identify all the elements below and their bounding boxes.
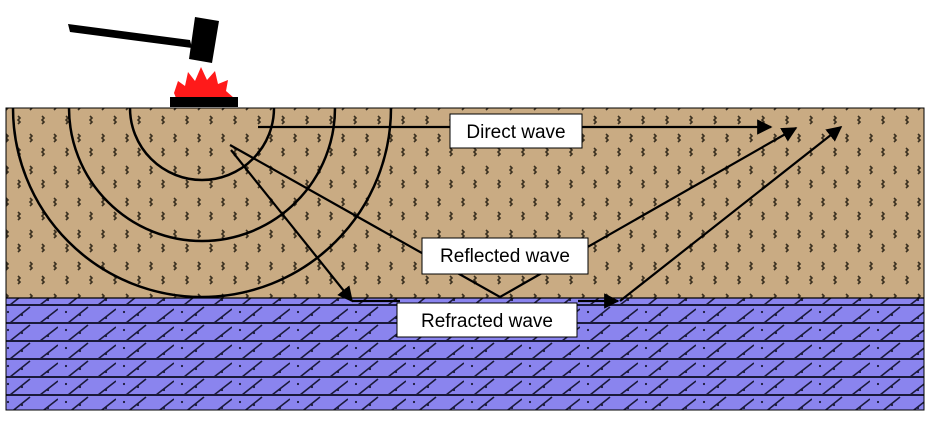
wavefront-1 (128, 108, 276, 182)
direct-wave-label: Direct wave (449, 113, 583, 149)
refracted-wave-ray-out (619, 126, 843, 302)
reflected-wave-label: Reflected wave (421, 237, 589, 275)
refracted-wave-label: Refracted wave (396, 302, 578, 338)
refracted-wave-text: Refracted wave (421, 311, 553, 332)
wavefront-3 (11, 108, 393, 298)
wavefront-2 (67, 108, 337, 243)
hammer-icon (68, 17, 219, 63)
wavefronts (11, 108, 393, 298)
source-plate (170, 97, 238, 107)
refracted-wave-ray-in (230, 149, 353, 303)
reflected-wave-ray (229, 127, 798, 299)
impact-flash-icon (174, 67, 234, 98)
direct-wave-text: Direct wave (466, 122, 565, 143)
reflected-wave-text: Reflected wave (440, 246, 570, 267)
